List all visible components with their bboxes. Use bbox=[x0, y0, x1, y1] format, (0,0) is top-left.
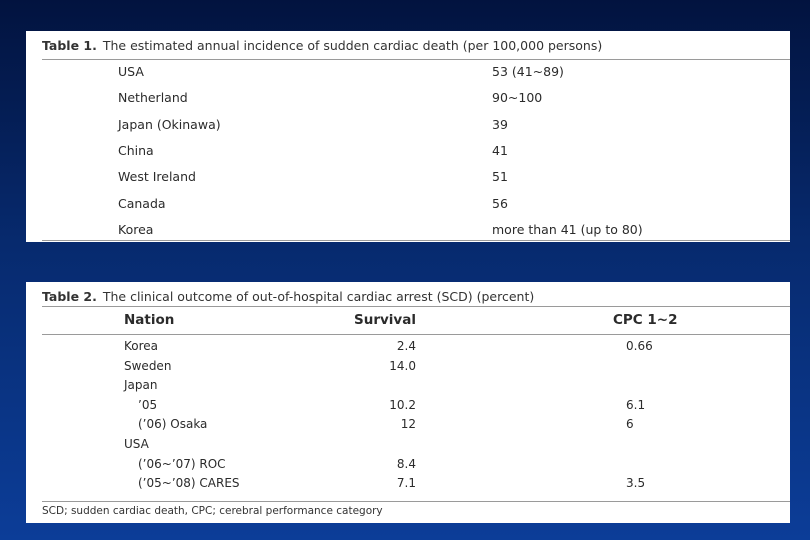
table2-cpc: 0.66 bbox=[626, 339, 653, 353]
table1-country: Netherland bbox=[118, 90, 188, 106]
table2-row: ’05 10.2 6.1 bbox=[26, 398, 790, 416]
table1-value: 39 bbox=[492, 116, 508, 132]
table1-bottom-rule bbox=[42, 240, 790, 241]
table2-nation: (’05~’08) CARES bbox=[138, 476, 240, 491]
table1-value: 41 bbox=[492, 142, 508, 158]
table1-row: Netherland 90~100 bbox=[26, 90, 790, 110]
header-cpc: CPC 1~2 bbox=[613, 312, 678, 328]
table2-cpc: 6 bbox=[626, 417, 634, 432]
table1-country: China bbox=[118, 142, 154, 158]
table2-header-rule bbox=[42, 334, 790, 335]
table1-value: 51 bbox=[492, 169, 508, 185]
header-nation: Nation bbox=[124, 312, 175, 328]
table2-footnote: SCD; sudden cardiac death, CPC; cerebral… bbox=[42, 505, 383, 517]
header-survival: Survival bbox=[354, 312, 416, 328]
table2-survival: 10.2 bbox=[389, 397, 416, 412]
table1-country: Canada bbox=[118, 195, 166, 211]
table2-row: (’06) Osaka 12 6 bbox=[26, 417, 790, 435]
table1-row: West Ireland 51 bbox=[26, 169, 790, 189]
table2-survival: 12 bbox=[400, 417, 416, 432]
table1-row: Japan (Okinawa) 39 bbox=[26, 117, 790, 137]
table2-row: (’05~’08) CARES 7.1 3.5 bbox=[26, 476, 790, 494]
table1-row: USA 53 (41~89) bbox=[26, 64, 790, 84]
table1-row: Korea more than 41 (up to 80) bbox=[26, 222, 790, 242]
table2-nation: ’05 bbox=[138, 397, 158, 412]
table1-row: Canada 56 bbox=[26, 196, 790, 216]
table1-country: USA bbox=[118, 64, 144, 79]
table2-row: Japan bbox=[26, 378, 790, 396]
table1-country: Korea bbox=[118, 221, 154, 237]
table2-row: Sweden 14.0 bbox=[26, 359, 790, 377]
table2-survival: 14.0 bbox=[389, 358, 416, 373]
table2-row: USA bbox=[26, 437, 790, 455]
table1-title: The estimated annual incidence of sudden… bbox=[102, 38, 603, 53]
table2-survival: 8.4 bbox=[396, 456, 416, 471]
table2-row: Korea 2.4 0.66 bbox=[26, 339, 790, 357]
table1-value: 90~100 bbox=[492, 90, 543, 106]
table1-panel: Table 1. The estimated annual incidence o… bbox=[26, 31, 790, 242]
table2-nation: USA bbox=[124, 437, 149, 451]
table2-nation: Korea bbox=[124, 339, 159, 353]
table1-top-rule bbox=[42, 59, 790, 60]
table2-nation: Japan bbox=[124, 378, 158, 393]
table2-panel: Table 2. The clinical outcome of out-of-h… bbox=[26, 282, 790, 523]
table1-country: West Ireland bbox=[118, 169, 196, 185]
table2-cpc: 3.5 bbox=[626, 476, 646, 491]
table2-caption: Table 2. The clinical outcome of out-of-h… bbox=[42, 289, 534, 304]
table1-value: more than 41 (up to 80) bbox=[492, 221, 643, 237]
table2-survival: 7.1 bbox=[396, 476, 416, 491]
table1-value: 56 bbox=[492, 195, 508, 211]
table2-title: The clinical outcome of out-of-hospital … bbox=[102, 289, 535, 304]
table2-nation: Sweden bbox=[124, 358, 172, 373]
table1-row: China 41 bbox=[26, 143, 790, 163]
table2-bottom-rule bbox=[42, 501, 790, 502]
table1-caption: Table 1. The estimated annual incidence o… bbox=[42, 38, 602, 53]
table2-nation: (’06~’07) ROC bbox=[138, 456, 226, 471]
table2-label: Table 2. bbox=[42, 289, 97, 304]
table2-cpc: 6.1 bbox=[626, 397, 646, 412]
table1-label: Table 1. bbox=[42, 38, 97, 53]
table2-row: (’06~’07) ROC 8.4 bbox=[26, 457, 790, 475]
table1-country: Japan (Okinawa) bbox=[118, 116, 221, 132]
table1-value: 53 (41~89) bbox=[492, 64, 564, 79]
table2-top-rule bbox=[42, 306, 790, 307]
table2-nation: (’06) Osaka bbox=[138, 417, 208, 432]
table2-survival: 2.4 bbox=[396, 339, 416, 353]
